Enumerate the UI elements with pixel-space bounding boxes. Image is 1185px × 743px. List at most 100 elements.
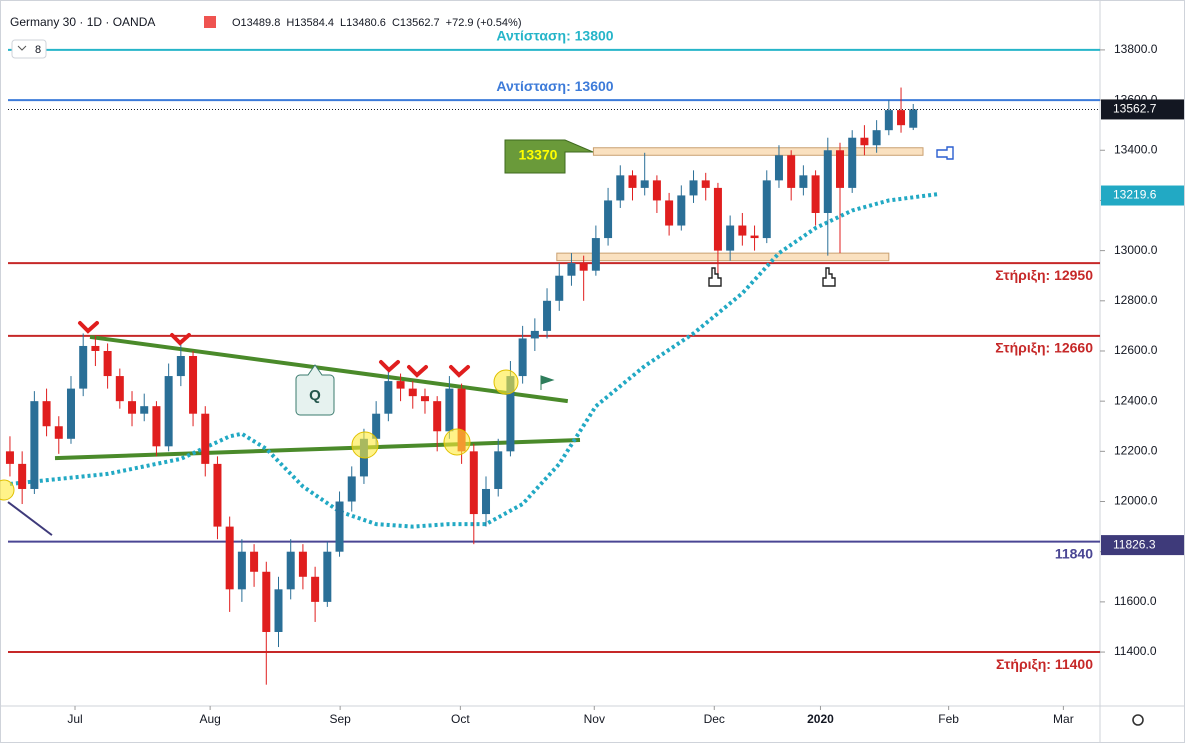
touch-circle — [351, 431, 379, 459]
zone — [556, 252, 890, 262]
settings-gear[interactable] — [1132, 714, 1144, 726]
candle-body — [445, 388, 454, 432]
candle-body — [823, 150, 832, 213]
candle-body — [420, 396, 429, 402]
candle-body — [652, 180, 661, 201]
peak-marker — [407, 365, 428, 378]
x-tick-label: Feb — [938, 712, 959, 726]
candle-body — [66, 388, 75, 439]
level-label: Στήριξη: 12950 — [995, 267, 1093, 283]
candle-body — [164, 376, 173, 447]
candle-body — [18, 463, 27, 489]
touch-circle — [493, 369, 519, 395]
ohlc-value: C13562.7 — [392, 17, 440, 29]
candle-body — [286, 551, 295, 590]
x-tick-label: Jul — [67, 712, 82, 726]
price-badge — [1101, 535, 1184, 556]
peak-markers — [78, 321, 470, 378]
ohlc-value: +72.9 (+0.54%) — [446, 17, 522, 29]
q-callout — [295, 364, 335, 416]
candle-body — [42, 401, 51, 427]
candle-body — [396, 381, 405, 389]
annotations: 13370 Q — [0, 139, 1144, 726]
y-tick-label: 12400.0 — [1114, 393, 1158, 407]
candle-body — [176, 355, 185, 377]
candle-body — [628, 175, 637, 188]
candle-body — [579, 263, 588, 271]
candle-body — [274, 589, 283, 632]
ohlc-header: O13489.8 H13584.4 L13480.6 C13562.7 +72.9 (+… — [232, 17, 522, 29]
candle-body — [640, 180, 649, 188]
touch-circles — [0, 369, 519, 501]
candle-body — [677, 195, 686, 226]
candle-body — [726, 225, 735, 251]
candle-body — [836, 150, 844, 188]
level-label: 11840 — [1055, 545, 1093, 561]
trendline — [7, 501, 53, 536]
candle-body — [237, 551, 246, 590]
candle-body — [457, 388, 466, 452]
candle-body — [347, 476, 356, 502]
flag-icon[interactable] — [204, 16, 216, 28]
y-tick-label: 11600.0 — [1114, 594, 1157, 608]
candle-body — [555, 275, 564, 301]
flag-marker — [540, 375, 555, 390]
y-tick-label: 12600.0 — [1114, 343, 1158, 357]
candle-body — [103, 350, 112, 377]
x-tick-label: 2020 — [807, 712, 834, 726]
hand-icons — [708, 146, 954, 287]
candle-body — [335, 501, 344, 552]
candle-body — [262, 571, 271, 632]
hand-icon — [708, 267, 722, 287]
candle-body — [506, 376, 515, 452]
level-label: Αντίσταση: 13800 — [496, 28, 613, 44]
candle-body — [408, 388, 417, 397]
price-badge-text: 13562.7 — [1113, 102, 1157, 116]
hand-icon — [822, 267, 836, 287]
price-badge — [1101, 99, 1184, 120]
indicators-toggle[interactable] — [11, 39, 47, 59]
candle-body — [762, 180, 771, 239]
candle-body — [787, 155, 796, 188]
q-callout-text: Q — [309, 387, 321, 404]
price-badge-text: 13219.6 — [1113, 188, 1157, 202]
price-badge — [1101, 185, 1184, 206]
zone — [592, 147, 924, 156]
level-label: Στήριξη: 12660 — [995, 340, 1093, 356]
price-badge-text: 11826.3 — [1113, 537, 1156, 551]
candle-body — [665, 200, 674, 226]
peak-marker — [379, 360, 400, 373]
candle-body — [115, 376, 124, 402]
candle-body — [604, 200, 613, 239]
zone-callout — [504, 139, 594, 174]
candle-body — [591, 238, 600, 271]
candle-body — [738, 225, 747, 236]
x-tick-label: Oct — [451, 712, 470, 726]
candle-body — [140, 406, 149, 414]
candle-body — [225, 526, 234, 590]
y-tick-label: 13000.0 — [1114, 243, 1158, 257]
candle-body — [811, 175, 820, 213]
candle-body — [567, 263, 576, 276]
touch-circle — [0, 479, 15, 501]
candle-body — [323, 551, 332, 602]
candle-body — [774, 155, 783, 181]
candle-body — [433, 401, 442, 432]
candle-body — [469, 451, 478, 515]
candle-body — [909, 109, 918, 128]
trendline — [89, 334, 569, 404]
candle-body — [311, 576, 320, 602]
y-tick-label: 13400.0 — [1114, 142, 1158, 156]
indicator-count: 8 — [35, 44, 41, 56]
candle-body — [518, 338, 527, 377]
y-tick-label: 11400.0 — [1114, 644, 1157, 658]
candle-body — [384, 381, 393, 414]
candle-body — [616, 175, 625, 201]
candle-body — [372, 413, 381, 439]
candle-body — [30, 401, 39, 489]
y-tick-label: 13800.0 — [1114, 42, 1158, 56]
x-tick-label: Mar — [1053, 712, 1074, 726]
y-tick-label: 12000.0 — [1114, 494, 1158, 508]
candle-body — [79, 345, 88, 389]
candle-body — [5, 451, 14, 464]
